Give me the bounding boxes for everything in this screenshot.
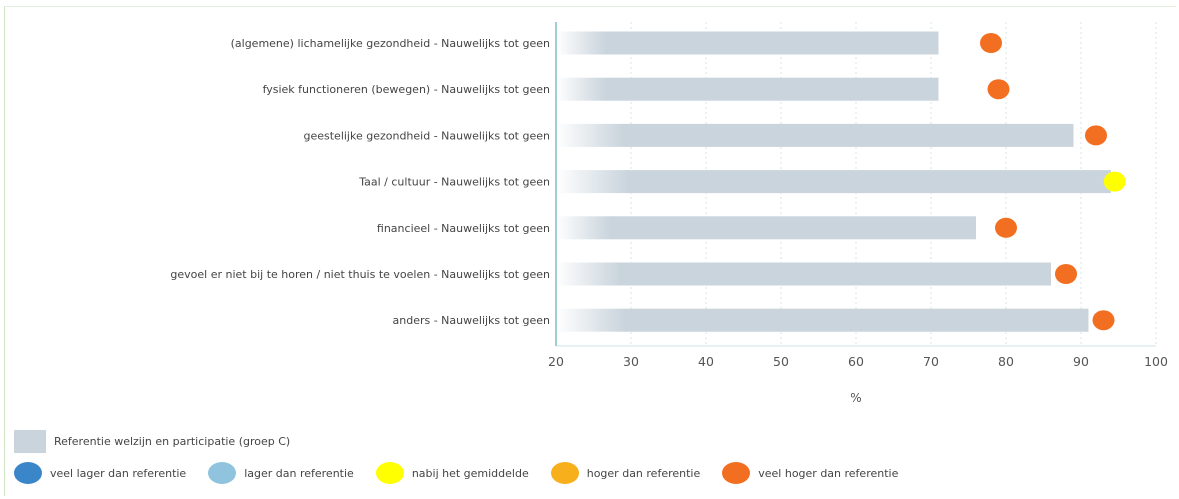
category-label: Taal / cultuur - Nauwelijks tot geen	[358, 176, 550, 189]
reference-bar	[556, 216, 976, 240]
legend-dot-icon	[550, 462, 579, 484]
status-marker	[1103, 171, 1126, 192]
legend-item: nabij het gemiddelde	[375, 462, 529, 484]
reference-bar	[556, 262, 1051, 286]
status-marker	[987, 79, 1010, 100]
legend-reference-row: Referentie welzijn en participatie (groe…	[14, 428, 1164, 454]
status-marker	[1085, 125, 1107, 146]
legend-dot-icon	[375, 462, 404, 484]
legend-reference-label: Referentie welzijn en participatie (groe…	[54, 434, 291, 448]
legend-item: hoger dan referentie	[550, 462, 701, 484]
legend-item-label: hoger dan referentie	[586, 466, 701, 480]
category-label: gevoel er niet bij te horen / niet thuis…	[170, 268, 550, 281]
legend-item-label: lager dan referentie	[244, 466, 354, 480]
status-marker	[995, 217, 1017, 238]
legend-reference-swatch	[14, 429, 46, 453]
legend-dot-icon	[14, 462, 42, 484]
legend-item-label: nabij het gemiddelde	[411, 466, 529, 480]
reference-bar	[556, 308, 1089, 332]
status-marker	[980, 33, 1002, 53]
bar-chart: (algemene) lichamelijke gezondheid - Nau…	[170, 22, 1168, 405]
legend-item-label: veel hoger dan referentie	[758, 466, 899, 480]
x-tick-label: 60	[848, 354, 864, 369]
legend-item: veel lager dan referentie	[14, 462, 186, 484]
x-axis-title: %	[850, 391, 861, 405]
category-label: (algemene) lichamelijke gezondheid - Nau…	[231, 37, 550, 50]
reference-bar	[556, 77, 939, 101]
reference-bar	[556, 31, 939, 55]
legend-item: lager dan referentie	[208, 462, 354, 484]
status-marker	[1092, 310, 1115, 331]
x-tick-label: 50	[773, 354, 789, 369]
reference-bar	[556, 123, 1074, 147]
legend-item: veel hoger dan referentie	[722, 462, 898, 484]
x-tick-label: 80	[998, 354, 1014, 369]
x-tick-label: 70	[923, 354, 939, 369]
reference-bar	[556, 170, 1111, 194]
x-tick-label: 40	[698, 354, 714, 369]
chart-frame	[4, 6, 1176, 496]
category-label: financieel - Nauwelijks tot geen	[377, 222, 550, 235]
x-tick-label: 90	[1073, 354, 1089, 369]
category-label: fysiek functioneren (bewegen) - Nauwelij…	[263, 83, 550, 96]
legend-status-row: veel lager dan referentie lager dan refer…	[14, 460, 1164, 486]
category-label: geestelijke gezondheid - Nauwelijks tot …	[303, 129, 550, 142]
status-marker	[1055, 264, 1077, 284]
x-tick-label: 20	[548, 354, 564, 369]
x-tick-label: 30	[623, 354, 639, 369]
legend-dot-icon	[208, 462, 237, 484]
x-tick-label: 100	[1144, 354, 1168, 369]
legend-dot-icon	[722, 462, 751, 484]
legend-item-label: veel lager dan referentie	[50, 466, 187, 480]
legend: Referentie welzijn en participatie (groe…	[14, 428, 1164, 486]
category-label: anders - Nauwelijks tot geen	[393, 314, 551, 327]
